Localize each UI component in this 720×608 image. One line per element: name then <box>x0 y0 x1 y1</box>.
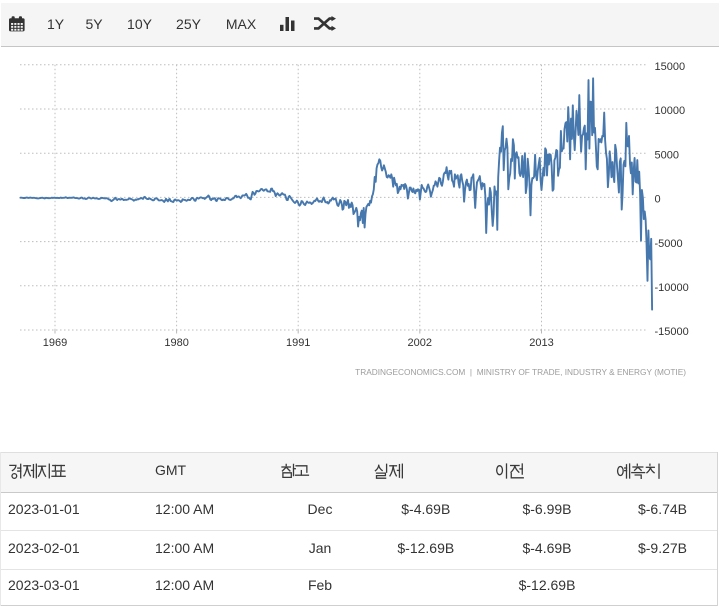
svg-text:-15000: -15000 <box>655 326 689 338</box>
svg-text:TRADINGECONOMICS.COM | MINIS: TRADINGECONOMICS.COM | MINISTRY OF TRADE… <box>355 367 686 377</box>
svg-text:1980: 1980 <box>164 337 188 349</box>
svg-text:2013: 2013 <box>529 337 553 349</box>
svg-text:15000: 15000 <box>655 61 686 73</box>
svg-text:2002: 2002 <box>408 337 432 349</box>
svg-text:-5000: -5000 <box>655 238 683 250</box>
svg-text:-10000: -10000 <box>655 282 689 294</box>
svg-text:10000: 10000 <box>655 105 686 117</box>
svg-text:5000: 5000 <box>655 149 679 161</box>
svg-text:1991: 1991 <box>286 337 310 349</box>
svg-text:0: 0 <box>655 194 661 206</box>
svg-text:1969: 1969 <box>43 337 67 349</box>
